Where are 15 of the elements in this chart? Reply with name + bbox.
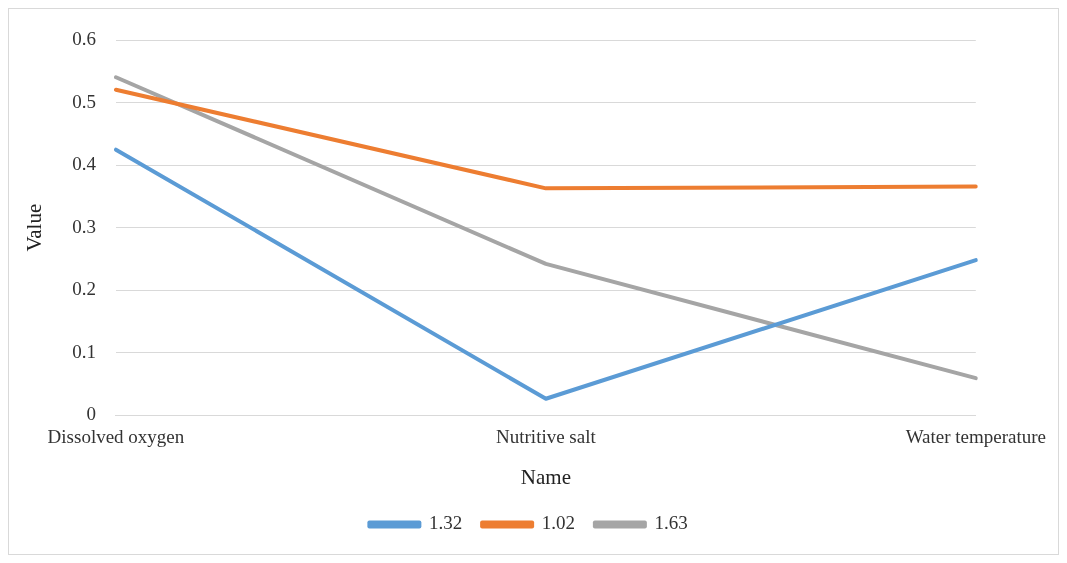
legend-label: 1.02 [541,512,575,534]
x-tick-label: Water temperature [905,426,1046,448]
y-tick-label: 0 [86,402,96,424]
y-tick-label: 0.2 [72,278,96,300]
y-tick-label: 0.1 [72,340,96,362]
legend-label: 1.63 [654,512,688,534]
legend-label: 1.32 [428,512,463,534]
x-tick-label: Dissolved oxygen [47,426,185,448]
y-tick-label: 0.3 [72,215,96,237]
y-axis-title: Value [22,203,47,252]
x-tick-label: Nutritive salt [496,426,597,448]
x-axis-title: Name [520,464,571,489]
y-tick-label: 0.5 [72,90,96,112]
y-tick-label: 0.4 [72,153,97,175]
y-tick-label: 0.6 [72,28,96,50]
